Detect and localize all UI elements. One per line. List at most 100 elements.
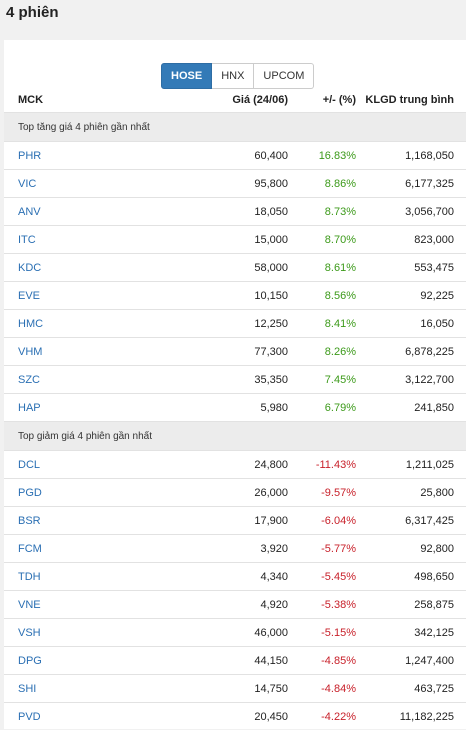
change-percent-cell: 8.70% <box>288 226 356 254</box>
change-percent-cell: 8.26% <box>288 338 356 366</box>
stock-symbol-link[interactable]: DPG <box>4 647 148 675</box>
stock-symbol-link[interactable]: EVE <box>4 282 148 310</box>
volume-cell: 1,168,050 <box>356 142 466 170</box>
stock-symbol-link[interactable]: TDH <box>4 563 148 591</box>
volume-cell: 258,875 <box>356 591 466 619</box>
change-percent-cell: -4.85% <box>288 647 356 675</box>
header-change: +/- (%) <box>288 88 356 113</box>
stock-symbol-link[interactable]: PGD <box>4 479 148 507</box>
change-percent-cell: -5.77% <box>288 535 356 563</box>
volume-cell: 92,225 <box>356 282 466 310</box>
change-percent-cell: 8.41% <box>288 310 356 338</box>
price-cell: 24,800 <box>148 451 288 479</box>
change-percent-cell: 8.73% <box>288 198 356 226</box>
table-header-row: MCK Giá (24/06) +/- (%) KLGD trung bình <box>4 88 466 113</box>
price-cell: 26,000 <box>148 479 288 507</box>
change-percent-cell: -11.43% <box>288 451 356 479</box>
change-percent-cell: -4.22% <box>288 703 356 730</box>
volume-cell: 3,122,700 <box>356 366 466 394</box>
stock-symbol-link[interactable]: HAP <box>4 394 148 422</box>
header-price: Giá (24/06) <box>148 88 288 113</box>
stock-symbol-link[interactable]: VIC <box>4 170 148 198</box>
price-cell: 46,000 <box>148 619 288 647</box>
stock-symbol-link[interactable]: ANV <box>4 198 148 226</box>
group-title: Top tăng giá 4 phiên gần nhất <box>4 113 466 142</box>
volume-cell: 16,050 <box>356 310 466 338</box>
change-percent-cell: -5.15% <box>288 619 356 647</box>
stock-symbol-link[interactable]: BSR <box>4 507 148 535</box>
tab-upcom[interactable]: UPCOM <box>254 63 314 89</box>
volume-cell: 498,650 <box>356 563 466 591</box>
volume-cell: 463,725 <box>356 675 466 703</box>
change-percent-cell: -9.57% <box>288 479 356 507</box>
stock-symbol-link[interactable]: DCL <box>4 451 148 479</box>
price-cell: 10,150 <box>148 282 288 310</box>
price-cell: 4,920 <box>148 591 288 619</box>
tab-hnx[interactable]: HNX <box>212 63 254 89</box>
change-percent-cell: -4.84% <box>288 675 356 703</box>
volume-cell: 11,182,225 <box>356 703 466 730</box>
change-percent-cell: 6.79% <box>288 394 356 422</box>
top-movers-panel: HOSE HNX UPCOM MCK Giá (24/06) +/- (%) K… <box>4 40 466 729</box>
change-percent-cell: -6.04% <box>288 507 356 535</box>
price-cell: 5,980 <box>148 394 288 422</box>
change-percent-cell: -5.38% <box>288 591 356 619</box>
volume-cell: 6,177,325 <box>356 170 466 198</box>
stock-symbol-link[interactable]: VHM <box>4 338 148 366</box>
stock-symbol-link[interactable]: PHR <box>4 142 148 170</box>
stock-symbol-link[interactable]: ITC <box>4 226 148 254</box>
volume-cell: 6,878,225 <box>356 338 466 366</box>
price-cell: 3,920 <box>148 535 288 563</box>
volume-cell: 92,800 <box>356 535 466 563</box>
price-cell: 4,340 <box>148 563 288 591</box>
price-cell: 14,750 <box>148 675 288 703</box>
volume-cell: 823,000 <box>356 226 466 254</box>
price-cell: 58,000 <box>148 254 288 282</box>
change-percent-cell: 8.86% <box>288 170 356 198</box>
exchange-tabs: HOSE HNX UPCOM <box>161 63 314 89</box>
stock-symbol-link[interactable]: VNE <box>4 591 148 619</box>
group-title: Top giảm giá 4 phiên gần nhất <box>4 422 466 451</box>
header-symbol: MCK <box>4 88 148 113</box>
price-cell: 77,300 <box>148 338 288 366</box>
price-cell: 20,450 <box>148 703 288 730</box>
stock-symbol-link[interactable]: FCM <box>4 535 148 563</box>
price-cell: 35,350 <box>148 366 288 394</box>
price-cell: 12,250 <box>148 310 288 338</box>
volume-cell: 25,800 <box>356 479 466 507</box>
change-percent-cell: 8.61% <box>288 254 356 282</box>
stock-symbol-link[interactable]: SHI <box>4 675 148 703</box>
top-movers-table: MCK Giá (24/06) +/- (%) KLGD trung bình … <box>4 88 466 730</box>
header-volume: KLGD trung bình <box>356 88 466 113</box>
stock-symbol-link[interactable]: HMC <box>4 310 148 338</box>
stock-symbol-link[interactable]: VSH <box>4 619 148 647</box>
stock-symbol-link[interactable]: SZC <box>4 366 148 394</box>
volume-cell: 241,850 <box>356 394 466 422</box>
change-percent-cell: 8.56% <box>288 282 356 310</box>
price-cell: 15,000 <box>148 226 288 254</box>
price-cell: 60,400 <box>148 142 288 170</box>
price-cell: 95,800 <box>148 170 288 198</box>
stock-symbol-link[interactable]: PVD <box>4 703 148 730</box>
tab-hose[interactable]: HOSE <box>161 63 212 89</box>
change-percent-cell: 7.45% <box>288 366 356 394</box>
change-percent-cell: -5.45% <box>288 563 356 591</box>
stock-symbol-link[interactable]: KDC <box>4 254 148 282</box>
